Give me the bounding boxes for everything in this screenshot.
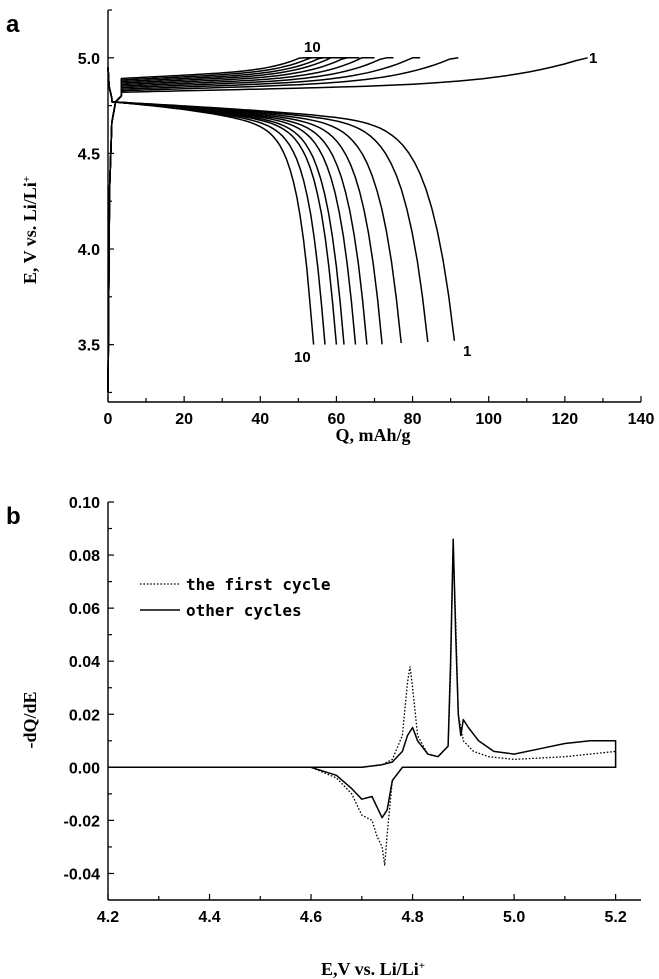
charge-curve-cycle-9: [107, 57, 333, 393]
panel-a-y-axis-title: E, V vs. Li/Li+: [20, 176, 40, 284]
series-line-first-cycle: [108, 547, 617, 866]
charge-curve-cycle-10: [107, 57, 325, 393]
annotation-charge-cycle-10: 10: [304, 39, 321, 56]
panel-b-y-ticks: -0.04 -0.02 0.00 0.02 0.04 0.06 0.08 0.10: [64, 495, 114, 883]
charge-curve-cycle-2: [107, 57, 459, 393]
x-tick-label: 4.6: [300, 909, 322, 926]
panel-a-x-axis-title: Q, mAh/g: [335, 425, 410, 445]
y-tick-label: 0.10: [69, 495, 100, 512]
panel-a-chart: a 0 20 40 60 80 100 120 140 3.5 4.0 4.5 5.0 10 1 1…: [6, 9, 655, 445]
y-tick-label: 4.0: [78, 242, 100, 259]
panel-b-legend: the first cycle other cycles: [140, 575, 331, 620]
discharge-curve-cycle-2: [107, 67, 429, 343]
annotation-discharge-cycle-10: 10: [294, 349, 311, 366]
series-line-other-cycles: [108, 538, 617, 819]
annotation-charge-cycle-1: 1: [589, 50, 597, 67]
panel-b-series: [108, 538, 617, 866]
y-tick-label: 3.5: [78, 338, 100, 355]
panel-a-y-ticks: 3.5 4.0 4.5 5.0: [78, 9, 114, 394]
panel-a-curves: [107, 57, 588, 393]
legend-label-other-cycles: other cycles: [186, 601, 302, 620]
annotation-discharge-cycle-1: 1: [463, 343, 471, 360]
y-tick-label: 0.08: [69, 548, 100, 565]
x-tick-label: 40: [251, 411, 269, 428]
x-tick-label: 4.2: [97, 909, 119, 926]
x-tick-label: 100: [475, 411, 502, 428]
x-tick-label: 0: [104, 411, 113, 428]
x-tick-label: 120: [552, 411, 579, 428]
panel-a-x-ticks: 0 20 40 60 80 100 120 140: [104, 396, 655, 428]
charge-curve-cycle-7: [107, 57, 348, 393]
x-tick-label: 80: [404, 411, 422, 428]
y-tick-label: 5.0: [78, 51, 100, 68]
discharge-curve-cycle-3: [107, 67, 402, 344]
y-tick-label: 0.06: [69, 601, 100, 618]
discharge-curve-cycle-10: [107, 67, 315, 345]
x-tick-label: 140: [628, 411, 655, 428]
x-tick-label: 60: [328, 411, 346, 428]
x-tick-label: 5.0: [503, 909, 525, 926]
y-tick-label: -0.04: [64, 866, 101, 883]
y-tick-label: 4.5: [78, 146, 100, 163]
x-tick-label: 4.4: [198, 909, 220, 926]
charge-curve-cycle-6: [107, 57, 360, 393]
y-tick-label: 0.04: [69, 654, 100, 671]
x-tick-label: 5.2: [604, 909, 626, 926]
panel-b-label: b: [6, 503, 21, 530]
y-tick-label: -0.02: [64, 813, 101, 830]
panel-b-chart: b 4.2 4.4 4.6 4.8 5.0 5.2 -0.04 -0.02 0.00 0.02 0…: [6, 495, 641, 979]
charge-curve-cycle-5: [107, 57, 375, 393]
panel-a-label: a: [6, 11, 20, 38]
panel-b-y-axis-title: -dQ/dE: [20, 691, 40, 748]
charge-curve-cycle-4: [107, 57, 394, 393]
charge-curve-cycle-8: [107, 57, 341, 393]
x-tick-label: 20: [175, 411, 193, 428]
y-tick-label: 0.02: [69, 707, 100, 724]
discharge-curve-cycle-1: [107, 67, 456, 341]
charge-curve-cycle-1: [107, 57, 588, 393]
legend-label-first-cycle: the first cycle: [186, 575, 331, 594]
panel-b-x-axis-title: E,V vs. Li/Li+: [321, 959, 425, 979]
charge-curve-cycle-3: [107, 57, 421, 393]
y-tick-label: 0.00: [69, 760, 100, 777]
panel-b-x-ticks: 4.2 4.4 4.6 4.8 5.0 5.2: [97, 894, 627, 926]
discharge-curve-cycle-4: [107, 67, 383, 345]
x-tick-label: 4.8: [401, 909, 423, 926]
